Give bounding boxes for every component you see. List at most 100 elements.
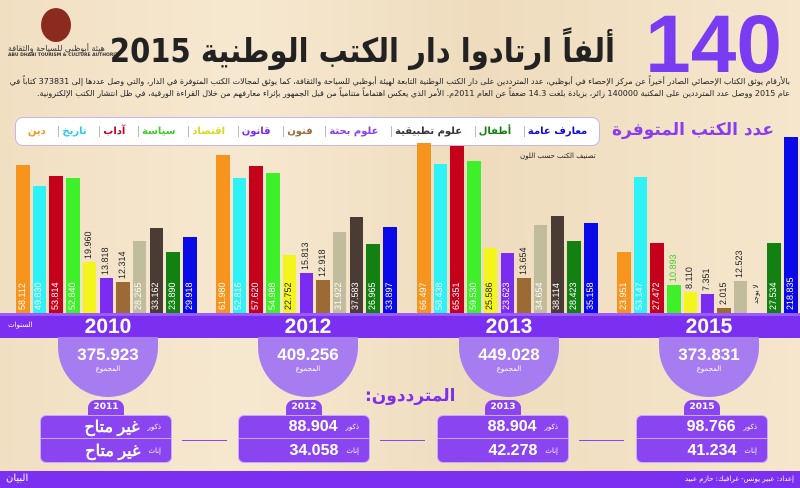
bar-label: 53.147 <box>634 282 645 310</box>
bar <box>183 236 197 313</box>
total-label: المجموع <box>95 365 121 373</box>
year-total: 409.256 المجموع <box>258 337 358 397</box>
logo-english: ABU DHABI TOURISM & CULTURE AUTHORITY <box>8 53 122 58</box>
bar-label: 8.110 <box>684 267 695 290</box>
bar <box>82 262 97 313</box>
bar <box>700 294 714 313</box>
bar <box>166 252 180 313</box>
visitor-year-badge: 2013 <box>485 400 521 415</box>
bar <box>232 178 247 313</box>
visitor-year-badge: 2015 <box>684 400 720 415</box>
bar-label: 59.530 <box>467 282 478 310</box>
bar <box>149 228 164 313</box>
bar-label: 27.472 <box>650 282 661 310</box>
legend-item: تاريخ <box>58 126 89 137</box>
legend-item: قانون <box>237 126 274 137</box>
bar-label: 53.814 <box>49 282 60 310</box>
logo-arabic: هيئة أبوظبي للسياحة والثقافة <box>8 44 105 53</box>
bar-label: 25.586 <box>484 282 495 310</box>
classify-note: تصنيف الكتب حسب اللون <box>520 152 596 160</box>
male-label: ذكور <box>544 423 558 431</box>
bar <box>249 166 263 313</box>
bar-label: 26.965 <box>366 282 377 310</box>
bar-label: 33.162 <box>150 282 161 310</box>
credits: إعداد: عبير يونس- غرافيك: حازم عبيد <box>684 475 794 483</box>
visitor-year-badge: 2011 <box>88 400 124 415</box>
bar-label: 7.351 <box>701 268 711 292</box>
bar <box>584 223 598 313</box>
total-value: 373.831 <box>678 345 740 364</box>
legend-item: اقتصاد <box>188 126 228 137</box>
bar-label: 12.314 <box>116 251 127 279</box>
visitor-box: ذكور 88.904 إناث 42.278 <box>437 415 569 463</box>
bar-label: 27.534 <box>767 282 778 310</box>
bar-label: 12.523 <box>734 250 745 279</box>
bar <box>282 254 297 313</box>
bar-label: 58.438 <box>434 282 445 310</box>
bar <box>316 280 330 313</box>
bar-label: 13.654 <box>517 247 528 276</box>
bar <box>500 252 514 313</box>
bar <box>483 247 498 313</box>
years-label: السنوات <box>8 321 33 329</box>
bar <box>717 307 731 313</box>
headline-number: 140 <box>645 0 782 90</box>
bar <box>784 137 798 313</box>
legend-title: عدد الكتب المتوفرة <box>612 120 774 140</box>
bar <box>567 240 581 313</box>
bar-label: 13.818 <box>100 247 110 275</box>
bar-label: 58.112 <box>16 283 27 310</box>
bar <box>683 292 698 313</box>
years-band: السنوات 2010 2012 2013 2015 <box>0 313 800 338</box>
intro-text: بالأرقام يوثق الكتاب الإحصائي الصادر أخي… <box>9 77 790 98</box>
legend-item: علوم تطبيقية <box>391 126 465 137</box>
bar-label: 10.893 <box>667 254 678 283</box>
year-label: 2013 <box>485 315 533 338</box>
bar-label: 28.423 <box>567 282 578 310</box>
bar <box>550 215 565 313</box>
bar-label: 49.830 <box>33 282 44 310</box>
legend-item: دين <box>27 126 46 137</box>
bar-label: 23.951 <box>617 282 628 310</box>
total-label: المجموع <box>696 365 722 373</box>
connector-line <box>380 440 425 441</box>
bar <box>733 281 748 313</box>
male-count: غير متاح <box>84 419 140 436</box>
bar <box>433 163 448 313</box>
total-value: 449.028 <box>478 345 540 364</box>
bar-label: لا يوجد <box>752 284 760 304</box>
bar-label: 37.583 <box>350 282 361 310</box>
legend-item: سياسة <box>137 126 179 137</box>
total-value: 375.923 <box>77 345 139 364</box>
bar <box>633 177 648 313</box>
male-count: 88.904 <box>487 418 537 435</box>
bar <box>216 154 230 313</box>
bar-label: 52.840 <box>66 282 77 310</box>
bar <box>667 285 681 313</box>
brand-logo: البيان <box>6 473 29 484</box>
year-label: 2012 <box>284 315 332 338</box>
bar-label: 15.813 <box>300 242 310 270</box>
bar-label: 218.835 <box>784 277 795 310</box>
year-total: 449.028 المجموع <box>459 337 559 397</box>
bar <box>767 242 781 313</box>
bar <box>349 217 364 313</box>
year-total: 375.923 المجموع <box>58 337 158 397</box>
bar <box>132 240 147 313</box>
female-count: 41.234 <box>687 441 737 459</box>
female-count: 34.058 <box>289 441 339 459</box>
bar-label: 23.623 <box>501 282 511 310</box>
legend-item: معارف عامة <box>523 126 590 137</box>
bar-label: 29.918 <box>183 282 194 310</box>
bar-label: 2.015 <box>717 282 728 305</box>
bar-label: 33.897 <box>383 282 394 310</box>
logo-mark <box>40 8 71 42</box>
bar <box>116 281 130 313</box>
female-count: غير متاح <box>85 442 141 460</box>
bar-label: 54.988 <box>266 282 277 310</box>
bar-label: 61.980 <box>216 282 227 310</box>
male-label: ذكور <box>743 423 757 431</box>
bar <box>49 175 63 313</box>
bar-label: 35.158 <box>584 282 595 310</box>
bar-label: 31.922 <box>333 282 344 310</box>
